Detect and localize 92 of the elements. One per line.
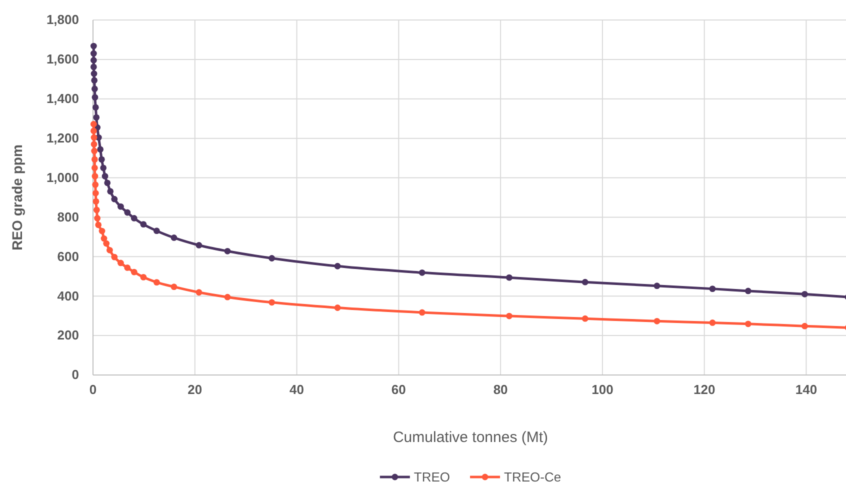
point: [654, 282, 660, 290]
point: [97, 146, 104, 153]
x-axis-title: Cumulative tonnes (Mt): [392, 429, 548, 446]
point: [92, 190, 99, 196]
point: [118, 260, 124, 266]
point: [124, 264, 131, 271]
point: [130, 215, 138, 222]
point: [104, 180, 111, 186]
y-tick-label: 1,200: [46, 130, 79, 146]
point: [91, 164, 98, 172]
point: [93, 206, 100, 214]
point: [100, 164, 107, 172]
point: [118, 203, 124, 210]
point: [111, 254, 118, 260]
point: [170, 284, 178, 290]
point: [709, 286, 716, 292]
y-tick-label: 1,600: [46, 52, 79, 67]
point: [582, 315, 588, 322]
x-tick-label: 140: [795, 382, 818, 398]
point: [107, 188, 114, 195]
x-tick-label: 100: [592, 382, 614, 398]
point: [334, 262, 341, 270]
y-axis-title: REO grade ppm: [9, 144, 25, 250]
y-tick-label: 600: [57, 248, 79, 264]
point: [95, 222, 102, 228]
point: [90, 128, 97, 134]
point: [93, 114, 100, 121]
y-tick-label: 200: [57, 328, 79, 343]
point: [90, 42, 97, 50]
point: [90, 64, 97, 70]
point: [90, 70, 98, 77]
point: [654, 318, 660, 324]
y-tick-label: 1,800: [46, 12, 79, 28]
point: [744, 288, 752, 294]
y-tick-label: 1,400: [46, 91, 79, 106]
point: [170, 234, 178, 241]
x-tick-label: 20: [188, 382, 202, 398]
point: [91, 148, 98, 154]
point: [334, 304, 341, 311]
y-tick-label: 800: [57, 209, 79, 224]
point: [103, 240, 110, 247]
x-tick-label: 60: [391, 382, 406, 398]
point: [268, 255, 276, 262]
point: [124, 209, 131, 216]
x-tick-label: 40: [290, 382, 304, 398]
point: [90, 134, 98, 141]
point: [196, 242, 202, 248]
point: [801, 322, 808, 330]
point: [98, 228, 106, 234]
point: [91, 156, 98, 163]
point: [92, 104, 99, 111]
point: [90, 57, 97, 64]
point: [709, 320, 716, 326]
point: [91, 86, 98, 92]
point: [140, 274, 147, 280]
y-tick-label: 1,000: [46, 170, 79, 185]
point: [94, 215, 101, 222]
point: [506, 312, 512, 320]
point: [98, 156, 105, 163]
point: [801, 290, 808, 298]
point: [92, 198, 100, 205]
point: [153, 279, 160, 286]
point: [106, 246, 113, 254]
point: [102, 173, 108, 180]
point: [418, 309, 426, 316]
point: [90, 120, 97, 128]
point: [506, 274, 512, 281]
x-tick-label: 120: [693, 382, 716, 398]
y-tick-label: 0: [72, 367, 79, 382]
point: [268, 299, 276, 306]
point: [92, 94, 98, 101]
legend-label: TREO: [414, 470, 450, 484]
point: [90, 50, 97, 57]
point: [140, 221, 147, 228]
point: [91, 77, 98, 84]
point: [224, 248, 231, 254]
point: [196, 289, 202, 296]
point: [111, 196, 118, 202]
point: [582, 278, 588, 286]
point: [418, 269, 426, 276]
point: [153, 228, 160, 234]
point: [100, 235, 108, 242]
x-tick-label: 0: [89, 382, 97, 398]
point: [130, 268, 138, 276]
point: [744, 320, 752, 328]
y-tick-label: 400: [57, 288, 79, 304]
point: [92, 181, 99, 188]
legend-label: TREO-Ce: [504, 470, 562, 484]
point: [224, 294, 231, 300]
point: [90, 141, 98, 148]
point: [92, 173, 98, 180]
x-tick-label: 80: [493, 382, 508, 398]
